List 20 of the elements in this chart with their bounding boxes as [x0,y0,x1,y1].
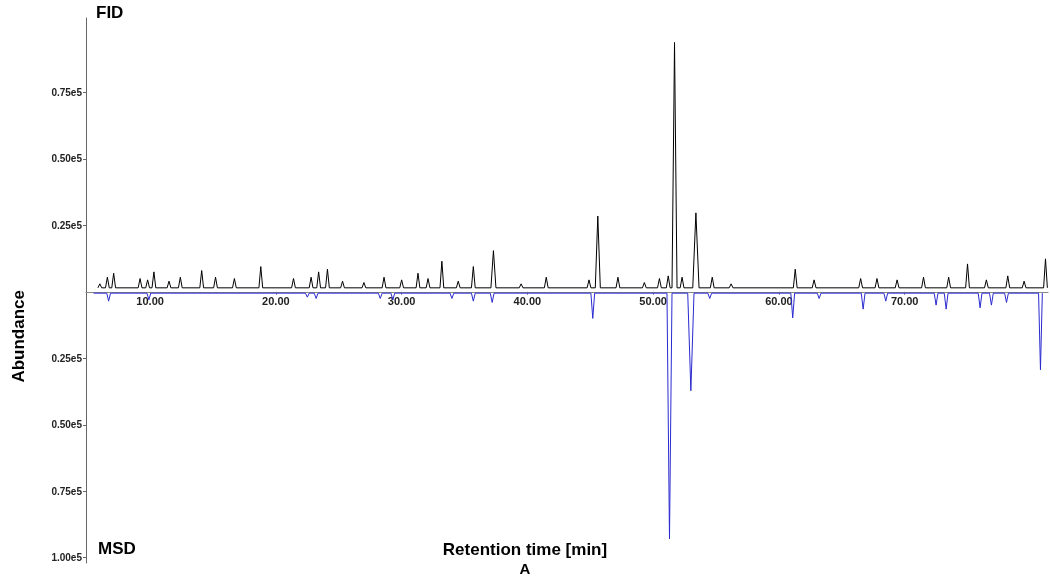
x-tick-label: 70.00 [890,295,919,308]
x-axis-title: Retention time [min] [442,540,608,559]
x-tick-label: 40.00 [513,295,542,308]
line-series [93,292,1043,540]
y-axis-title: Abundance [9,290,28,383]
line-series [97,41,1048,289]
y-tick-label: 0.25e5 [51,219,83,231]
x-tick-label: 50.00 [639,295,667,308]
y-tick-label: 0.50e5 [51,153,83,165]
y-tick-label: 1.00e5 [51,552,83,564]
annotation: MSD [98,539,136,558]
y-tick-label: 0.50e5 [51,419,83,431]
x-tick-label: 20.00 [262,295,290,308]
y-tick-label: 0.75e5 [51,485,83,497]
annotation: A [519,560,531,577]
annotation: FID [96,3,124,22]
x-tick-label: 30.00 [387,295,416,308]
x-tick-label: 10.00 [136,295,164,308]
y-tick-label: 0.75e5 [51,86,83,98]
y-tick-label: 0.25e5 [51,352,83,364]
